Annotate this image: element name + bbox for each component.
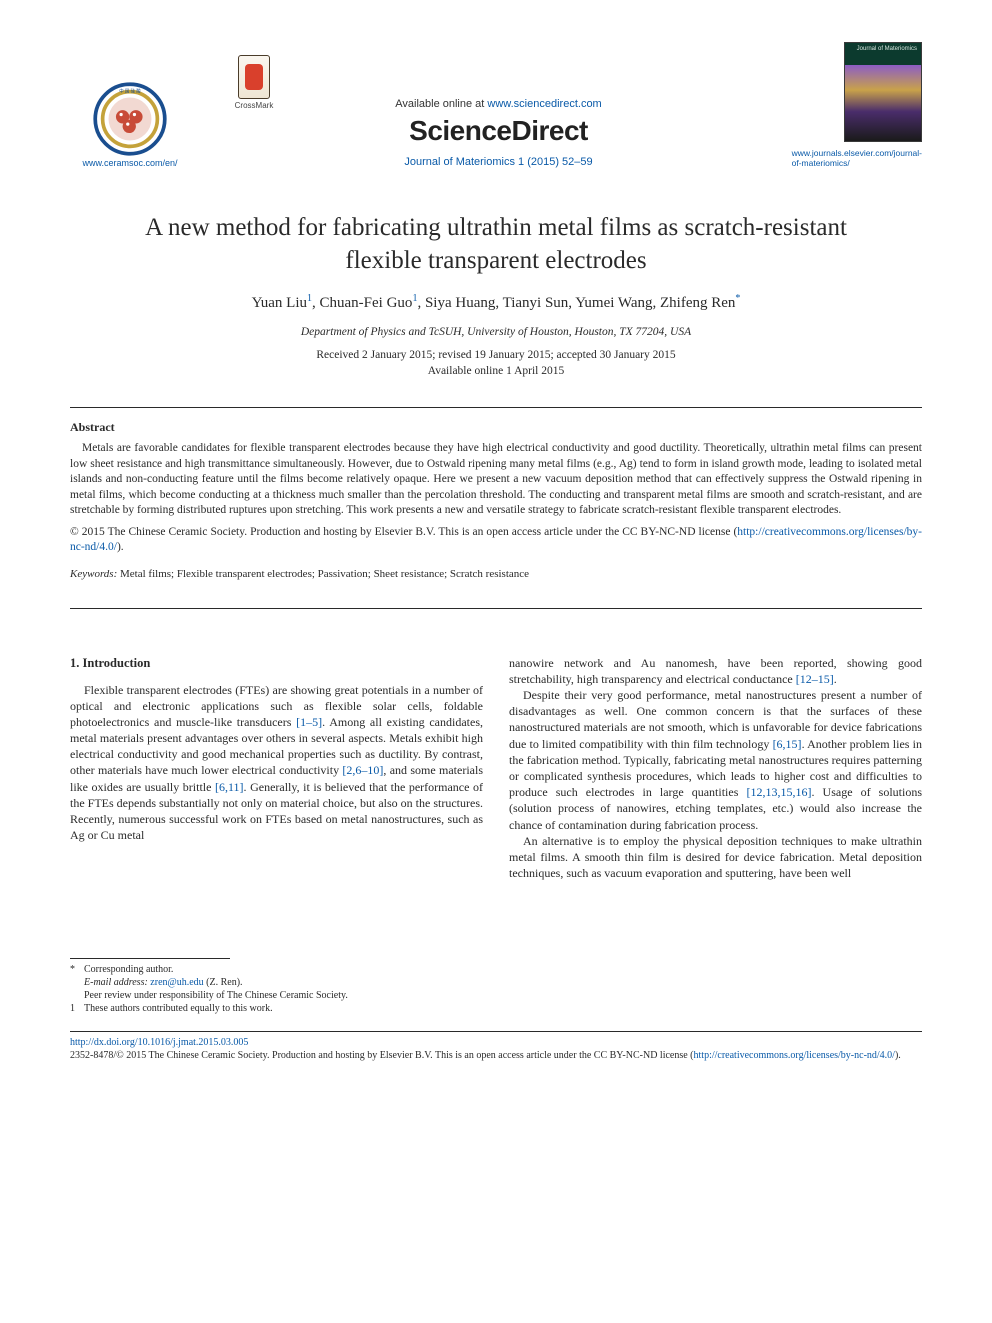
- left-column: 1. Introduction Flexible transparent ele…: [70, 655, 483, 1015]
- fn-email-tail: (Z. Ren).: [204, 977, 243, 988]
- ceramic-society-logo: 中 国 硅 酸: [93, 82, 167, 156]
- ref-1-5[interactable]: [1–5]: [296, 715, 322, 729]
- journal-cover-block: Journal of Materiomics www.journals.else…: [807, 42, 922, 168]
- article-title: A new method for fabricating ultrathin m…: [70, 212, 922, 277]
- ref-6-15[interactable]: [6,15]: [773, 737, 802, 751]
- crossmark-badge[interactable]: CrossMark: [230, 55, 278, 110]
- footnotes: * Corresponding author. E-mail address: z…: [70, 963, 483, 1015]
- journal-citation: Journal of Materiomics 1 (2015) 52–59: [404, 156, 592, 168]
- intro-para-right-1: nanowire network and Au nanomesh, have b…: [509, 655, 922, 687]
- svg-text:中 国 硅 酸: 中 国 硅 酸: [119, 87, 141, 94]
- section-1-heading: 1. Introduction: [70, 655, 483, 672]
- article-dates: Received 2 January 2015; revised 19 Janu…: [70, 348, 922, 379]
- ref-12-15[interactable]: [12–15]: [796, 672, 834, 686]
- page-header: 中 国 硅 酸 www.ceramsoc.com/en/ Available o…: [70, 48, 922, 168]
- doi-link[interactable]: http://dx.doi.org/10.1016/j.jmat.2015.03…: [70, 1037, 248, 1048]
- rule-before-abstract: [70, 407, 922, 408]
- author-1-sup: 1: [307, 293, 312, 304]
- bottom-rule: [70, 1031, 922, 1032]
- title-line-2: flexible transparent electrodes: [345, 247, 646, 274]
- header-center: Available online at www.sciencedirect.co…: [190, 98, 807, 168]
- intro-para-left: Flexible transparent electrodes (FTEs) a…: [70, 682, 483, 844]
- author-2-sup: 1: [412, 293, 417, 304]
- license-tail: ).: [117, 541, 124, 553]
- fn-eq-text: These authors contributed equally to thi…: [84, 1002, 273, 1015]
- footnote-rule: [70, 958, 230, 959]
- copyright-line: 2352-8478/© 2015 The Chinese Ceramic Soc…: [70, 1050, 694, 1061]
- author-1: Yuan Liu: [252, 295, 307, 311]
- journal-cover-thumb: Journal of Materiomics: [844, 42, 922, 142]
- intro-para-right-2: Despite their very good performance, met…: [509, 687, 922, 833]
- fn-corr-text: Corresponding author.: [84, 963, 173, 976]
- keywords: Keywords: Metal films; Flexible transpar…: [70, 568, 922, 580]
- copyright-tail: ).: [895, 1050, 901, 1061]
- abstract-text: Metals are favorable candidates for flex…: [70, 441, 922, 519]
- intro-r-1b: .: [834, 672, 837, 686]
- keywords-label: Keywords:: [70, 568, 117, 580]
- doi-copyright-block: http://dx.doi.org/10.1016/j.jmat.2015.03…: [70, 1036, 922, 1062]
- journal-homepage-url[interactable]: www.journals.elsevier.com/journal-of-mat…: [792, 148, 922, 168]
- license-lead: © 2015 The Chinese Ceramic Society. Prod…: [70, 526, 737, 538]
- sciencedirect-wordmark: ScienceDirect: [409, 115, 588, 147]
- corr-star: *: [735, 293, 740, 304]
- license-statement: © 2015 The Chinese Ceramic Society. Prod…: [70, 525, 922, 556]
- affiliation: Department of Physics and TcSUH, Univers…: [70, 326, 922, 338]
- journal-citation-suffix: 59: [580, 156, 592, 168]
- author-rest: Siya Huang, Tianyi Sun, Yumei Wang, Zhif…: [425, 295, 735, 311]
- fn-email[interactable]: zren@uh.edu: [150, 977, 203, 988]
- cc-url[interactable]: http://creativecommons.org/licenses/by-n…: [694, 1050, 895, 1061]
- crossmark-icon: [238, 55, 270, 99]
- cover-title: Journal of Materiomics: [849, 46, 917, 53]
- footnote-block: * Corresponding author. E-mail address: z…: [70, 958, 483, 1015]
- society-url[interactable]: www.ceramsoc.com/en/: [82, 158, 177, 168]
- right-column: nanowire network and Au nanomesh, have b…: [509, 655, 922, 1015]
- available-url[interactable]: www.sciencedirect.com: [487, 98, 601, 110]
- dates-line-2: Available online 1 April 2015: [428, 365, 564, 377]
- keywords-text: Metal films; Flexible transparent electr…: [117, 568, 529, 580]
- fn-email-label: E-mail address:: [84, 977, 148, 988]
- fn-corr-mark: *: [70, 963, 80, 976]
- ref-6-11[interactable]: [6,11]: [215, 780, 244, 794]
- author-2: Chuan-Fei Guo: [320, 295, 413, 311]
- author-list: Yuan Liu1, Chuan-Fei Guo1, Siya Huang, T…: [70, 293, 922, 312]
- rule-after-keywords: [70, 608, 922, 609]
- body-columns: 1. Introduction Flexible transparent ele…: [70, 655, 922, 1015]
- ref-12-13-15-16[interactable]: [12,13,15,16]: [746, 785, 811, 799]
- dates-line-1: Received 2 January 2015; revised 19 Janu…: [316, 349, 675, 361]
- fn-peer-review: Peer review under responsibility of The …: [84, 989, 348, 1002]
- fn-eq-mark: 1: [70, 1002, 80, 1015]
- society-logo-block: 中 国 硅 酸 www.ceramsoc.com/en/: [70, 82, 190, 168]
- available-online: Available online at www.sciencedirect.co…: [395, 98, 601, 110]
- intro-para-right-3: An alternative is to employ the physical…: [509, 833, 922, 882]
- abstract-heading: Abstract: [70, 420, 922, 435]
- journal-citation-prefix: Journal of Materiomics 1 (2015) 52: [404, 156, 574, 168]
- ref-2-6-10[interactable]: [2,6–10]: [342, 763, 383, 777]
- title-line-1: A new method for fabricating ultrathin m…: [145, 214, 847, 241]
- intro-r-1a: nanowire network and Au nanomesh, have b…: [509, 656, 922, 686]
- available-prefix: Available online at: [395, 98, 487, 110]
- crossmark-label: CrossMark: [230, 101, 278, 110]
